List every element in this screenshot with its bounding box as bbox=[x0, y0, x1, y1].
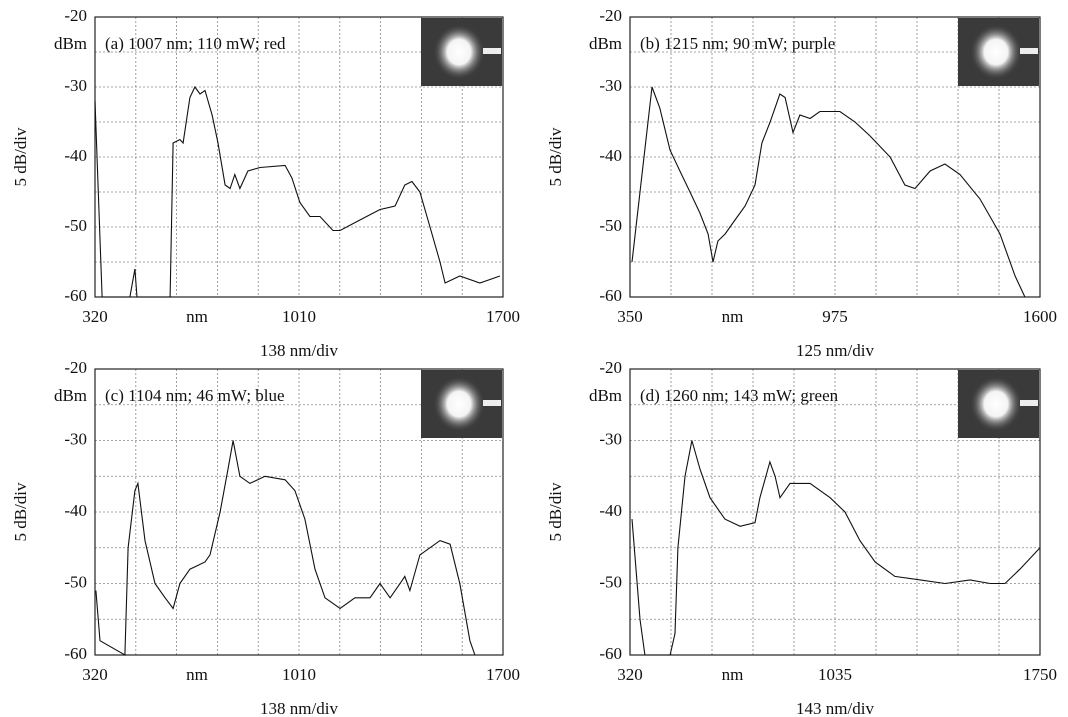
y-tick-label: -30 bbox=[599, 429, 622, 448]
x-unit: nm bbox=[186, 307, 208, 326]
y-axis-label: 5 dB/div bbox=[546, 482, 565, 542]
y-tick-label: -60 bbox=[599, 286, 622, 305]
x-tick-label: 1600 bbox=[1023, 307, 1057, 326]
y-tick-label: -50 bbox=[64, 572, 87, 591]
inset-spot bbox=[433, 24, 485, 80]
x-axis-label: 125 nm/div bbox=[796, 341, 874, 360]
y-tick-label: -60 bbox=[64, 286, 87, 305]
annotation: (a) 1007 nm; 110 mW; red bbox=[105, 34, 286, 53]
x-unit: nm bbox=[722, 307, 744, 326]
y-tick-label: -50 bbox=[599, 572, 622, 591]
y-tick-label: -60 bbox=[599, 644, 622, 663]
y-tick-label: -60 bbox=[64, 644, 87, 663]
y-unit: dBm bbox=[589, 386, 622, 405]
annotation: (c) 1104 nm; 46 mW; blue bbox=[105, 386, 285, 405]
y-tick-label: -50 bbox=[64, 216, 87, 235]
x-tick-label: 1750 bbox=[1023, 665, 1057, 684]
y-tick-label: -20 bbox=[64, 358, 87, 377]
y-axis-label: 5 dB/div bbox=[11, 482, 30, 542]
y-tick-label: -20 bbox=[599, 358, 622, 377]
inset-spot bbox=[433, 376, 485, 432]
y-tick-label: -40 bbox=[64, 501, 87, 520]
y-tick-label: -20 bbox=[599, 6, 622, 25]
x-tick-label: 1700 bbox=[486, 665, 520, 684]
y-unit: dBm bbox=[54, 34, 87, 53]
plot-frame bbox=[629, 16, 1041, 298]
x-tick-label: 1700 bbox=[486, 307, 520, 326]
inset-spot bbox=[970, 376, 1022, 432]
inset-spot bbox=[970, 24, 1022, 80]
x-axis-label: 138 nm/div bbox=[260, 341, 338, 360]
inset-beam bbox=[1020, 48, 1038, 54]
y-unit: dBm bbox=[589, 34, 622, 53]
annotation: (d) 1260 nm; 143 mW; green bbox=[640, 386, 839, 405]
x-axis-label: 138 nm/div bbox=[260, 699, 338, 717]
spectrum-line bbox=[94, 85, 501, 298]
x-unit: nm bbox=[722, 665, 744, 684]
y-tick-label: -20 bbox=[64, 6, 87, 25]
x-tick-label: 350 bbox=[617, 307, 643, 326]
x-tick-label: 975 bbox=[822, 307, 848, 326]
y-tick-label: -40 bbox=[599, 501, 622, 520]
plot-frame bbox=[94, 368, 504, 656]
plot-frame bbox=[94, 16, 504, 298]
inset-beam bbox=[483, 48, 501, 54]
spectrum-line bbox=[631, 440, 1041, 656]
y-tick-label: -30 bbox=[64, 76, 87, 95]
y-tick-label: -40 bbox=[64, 146, 87, 165]
x-tick-label: 320 bbox=[82, 307, 108, 326]
y-axis-label: 5 dB/div bbox=[11, 127, 30, 187]
x-tick-label: 1010 bbox=[282, 665, 316, 684]
x-unit: nm bbox=[186, 665, 208, 684]
y-unit: dBm bbox=[54, 386, 87, 405]
x-tick-label: 1035 bbox=[818, 665, 852, 684]
plot-frame bbox=[629, 368, 1041, 656]
y-tick-label: -40 bbox=[599, 146, 622, 165]
inset-beam bbox=[1020, 400, 1038, 406]
y-tick-label: -50 bbox=[599, 216, 622, 235]
spectrum-line bbox=[631, 86, 1026, 298]
x-tick-label: 320 bbox=[82, 665, 108, 684]
x-axis-label: 143 nm/div bbox=[796, 699, 874, 717]
y-tick-label: -30 bbox=[599, 76, 622, 95]
y-tick-label: -30 bbox=[64, 429, 87, 448]
inset-beam bbox=[483, 400, 501, 406]
x-tick-label: 320 bbox=[617, 665, 643, 684]
y-axis-label: 5 dB/div bbox=[546, 127, 565, 187]
spectrum-line bbox=[95, 440, 476, 656]
annotation: (b) 1215 nm; 90 mW; purple bbox=[640, 34, 835, 53]
x-tick-label: 1010 bbox=[282, 307, 316, 326]
